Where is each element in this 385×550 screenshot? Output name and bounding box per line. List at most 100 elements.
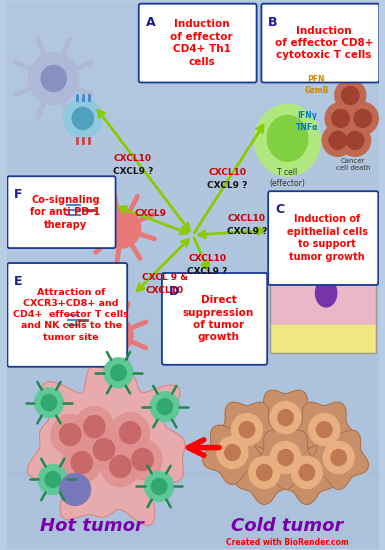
Circle shape: [225, 444, 240, 460]
Text: D: D: [169, 285, 179, 298]
Circle shape: [309, 414, 340, 446]
Text: Induction
of effector CD8+
cytotoxic T cells: Induction of effector CD8+ cytotoxic T c…: [275, 26, 373, 60]
Circle shape: [101, 447, 140, 486]
Circle shape: [42, 306, 69, 334]
FancyBboxPatch shape: [162, 273, 267, 365]
Circle shape: [316, 422, 332, 438]
Text: Hot tumor: Hot tumor: [40, 518, 144, 535]
Circle shape: [329, 131, 346, 149]
Circle shape: [75, 406, 114, 447]
Circle shape: [299, 465, 315, 481]
Circle shape: [249, 456, 280, 488]
Text: T cell
(effector): T cell (effector): [270, 168, 305, 188]
Circle shape: [157, 399, 172, 415]
Ellipse shape: [267, 116, 308, 161]
Circle shape: [64, 98, 102, 139]
Text: CXCL10: CXCL10: [146, 287, 184, 295]
Circle shape: [110, 455, 131, 477]
FancyBboxPatch shape: [139, 4, 256, 82]
FancyBboxPatch shape: [268, 191, 378, 285]
Text: CXCL10: CXCL10: [228, 213, 266, 223]
Polygon shape: [309, 430, 368, 490]
Circle shape: [60, 424, 81, 446]
Circle shape: [41, 395, 57, 411]
FancyBboxPatch shape: [261, 4, 379, 82]
Polygon shape: [234, 445, 294, 504]
Text: Attraction of
CXCR3+CD8+ and
CD4+  effector T cells
and NK cells to the
tumor si: Attraction of CXCR3+CD8+ and CD4+ effect…: [13, 288, 129, 342]
Circle shape: [270, 402, 301, 433]
Circle shape: [62, 443, 101, 482]
Text: Direct
suppression
of tumor
growth: Direct suppression of tumor growth: [183, 295, 254, 343]
Circle shape: [331, 449, 347, 465]
Circle shape: [347, 102, 378, 134]
Ellipse shape: [315, 279, 337, 307]
Circle shape: [28, 53, 79, 104]
Text: CXCL9 ?: CXCL9 ?: [227, 227, 267, 235]
Circle shape: [340, 124, 370, 156]
Polygon shape: [256, 430, 315, 490]
Circle shape: [354, 109, 372, 128]
Bar: [270, 325, 376, 353]
Circle shape: [325, 102, 356, 134]
Text: CXCL9: CXCL9: [134, 208, 166, 218]
Text: B: B: [268, 15, 278, 29]
Text: Induction of
epithelial cells
to support
tumor growth: Induction of epithelial cells to support…: [286, 214, 368, 262]
FancyBboxPatch shape: [7, 176, 115, 248]
Circle shape: [85, 430, 123, 470]
Circle shape: [38, 465, 67, 494]
Text: CXCL10: CXCL10: [209, 168, 247, 177]
Text: CXCL9 ?: CXCL9 ?: [113, 167, 153, 176]
Circle shape: [144, 471, 174, 502]
Circle shape: [123, 439, 162, 480]
Circle shape: [270, 442, 301, 474]
Bar: [270, 285, 376, 325]
Text: CXCL 9 &: CXCL 9 &: [142, 273, 188, 283]
Circle shape: [46, 202, 62, 218]
Circle shape: [217, 437, 248, 469]
Text: Cancer
cell death: Cancer cell death: [336, 158, 370, 171]
Circle shape: [48, 312, 63, 328]
Circle shape: [132, 449, 153, 470]
Circle shape: [111, 412, 149, 453]
Circle shape: [41, 65, 66, 91]
Text: TNFα: TNFα: [296, 123, 318, 133]
Circle shape: [239, 422, 254, 438]
Text: CXCL10: CXCL10: [188, 254, 226, 262]
Circle shape: [231, 414, 262, 446]
Text: Co-signaling
for anti PD-1
therapy: Co-signaling for anti PD-1 therapy: [30, 195, 100, 229]
Circle shape: [151, 392, 179, 422]
Circle shape: [102, 208, 141, 248]
Text: A: A: [146, 15, 155, 29]
Circle shape: [322, 124, 353, 156]
Circle shape: [323, 442, 354, 474]
Text: Induction
of effector
CD4+ Th1
cells: Induction of effector CD4+ Th1 cells: [170, 19, 233, 67]
FancyBboxPatch shape: [7, 263, 127, 367]
Text: F: F: [14, 188, 23, 201]
Text: C: C: [275, 203, 284, 216]
Polygon shape: [256, 390, 315, 449]
Text: CXCL9 ?: CXCL9 ?: [187, 267, 228, 276]
Text: Cold tumor: Cold tumor: [231, 518, 344, 535]
Text: IFNγ: IFNγ: [297, 112, 317, 120]
Text: GzmB: GzmB: [304, 86, 329, 96]
Circle shape: [119, 422, 141, 443]
Circle shape: [104, 358, 133, 388]
Polygon shape: [27, 361, 185, 525]
Circle shape: [278, 410, 293, 426]
Circle shape: [45, 471, 60, 487]
Circle shape: [60, 474, 90, 505]
Circle shape: [84, 416, 105, 438]
Text: CXCL10: CXCL10: [114, 154, 152, 163]
Circle shape: [71, 452, 92, 474]
Text: CXCL9 ?: CXCL9 ?: [208, 181, 248, 190]
Bar: [270, 283, 376, 353]
Circle shape: [341, 86, 359, 104]
Circle shape: [72, 107, 94, 129]
Circle shape: [256, 465, 272, 481]
Circle shape: [151, 478, 167, 494]
Polygon shape: [203, 425, 262, 485]
Circle shape: [39, 195, 68, 225]
Polygon shape: [295, 402, 354, 461]
Circle shape: [51, 415, 89, 454]
Circle shape: [278, 449, 293, 465]
